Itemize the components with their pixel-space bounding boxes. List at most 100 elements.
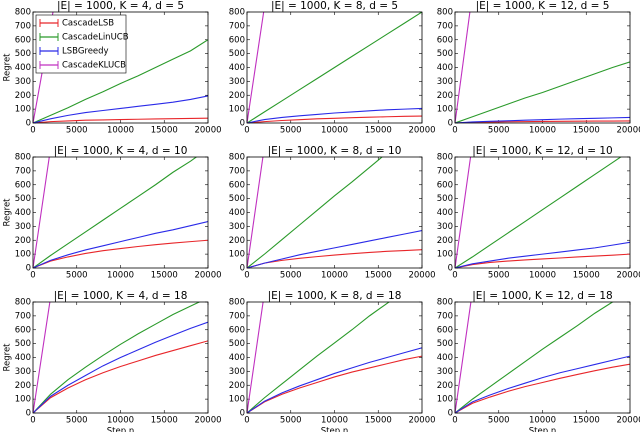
y-tick-label: 500 — [15, 49, 31, 59]
x-tick-label: 20000 — [408, 416, 435, 426]
y-tick-label: 300 — [15, 77, 31, 87]
legend: CascadeLSB CascadeLinUCB LSBGreedy CascadeK… — [35, 14, 129, 74]
y-tick-label: 0 — [26, 119, 31, 129]
y-tick-label: 400 — [15, 208, 31, 218]
y-tick-label: 300 — [437, 367, 453, 377]
x-tick-label: 15000 — [365, 126, 392, 136]
subplot: |E| = 1000, K = 12, d = 18 0 100 200 300 400 5… — [437, 290, 640, 432]
series-line — [455, 157, 472, 268]
y-tick-label: 0 — [240, 409, 245, 419]
y-tick-label: 700 — [229, 21, 245, 31]
plot-area — [33, 157, 208, 268]
series-line — [455, 363, 630, 413]
plot-area — [247, 157, 422, 268]
x-tick-label: 5000 — [488, 126, 510, 136]
y-tick-label: 700 — [437, 21, 453, 31]
plot-area — [455, 12, 630, 123]
y-tick-label: 800 — [437, 8, 453, 18]
y-tick-label: 800 — [15, 8, 31, 18]
subplot: |E| = 1000, K = 8, d = 5 0 100 200 300 400 500… — [229, 0, 436, 136]
y-axis-label: Regret — [3, 53, 13, 82]
plot-area — [455, 302, 630, 413]
y-tick-label: 400 — [229, 208, 245, 218]
series-line — [247, 115, 422, 123]
series-line — [455, 302, 472, 413]
axes-frame — [454, 11, 631, 124]
series-line — [455, 241, 630, 268]
x-tick-label: 5000 — [488, 416, 510, 426]
y-tick-label: 800 — [437, 153, 453, 163]
y-tick-label: 0 — [448, 409, 453, 419]
series-line — [247, 302, 390, 413]
y-tick-label: 700 — [229, 166, 245, 176]
series-line — [247, 302, 264, 413]
y-tick-label: 300 — [15, 367, 31, 377]
x-tick-label: 20000 — [408, 271, 435, 281]
y-tick-label: 600 — [229, 35, 245, 45]
x-tick-label: 0 — [30, 126, 35, 136]
x-tick-label: 10000 — [321, 271, 348, 281]
subplot-title: |E| = 1000, K = 4, d = 10 — [54, 145, 188, 157]
series-line — [455, 116, 630, 123]
y-tick-label: 200 — [15, 91, 31, 101]
x-tick-label: 10000 — [107, 416, 134, 426]
y-tick-label: 400 — [229, 353, 245, 363]
y-tick-label: 700 — [15, 311, 31, 321]
x-axis-label: Step n — [321, 427, 348, 432]
y-tick-label: 500 — [437, 194, 453, 204]
axes-frame — [246, 11, 423, 124]
subplot: |E| = 1000, K = 4, d = 10 0 100 200 300 400 50… — [3, 145, 222, 281]
y-tick-label: 300 — [229, 222, 245, 232]
axes-frame — [32, 156, 209, 269]
y-tick-label: 0 — [448, 119, 453, 129]
y-tick-label: 100 — [437, 250, 453, 260]
x-tick-label: 20000 — [408, 126, 435, 136]
y-tick-label: 500 — [437, 49, 453, 59]
x-tick-label: 20000 — [194, 126, 221, 136]
subplot-title: |E| = 1000, K = 12, d = 18 — [472, 290, 612, 302]
y-tick-label: 600 — [15, 325, 31, 335]
y-tick-label: 600 — [437, 180, 453, 190]
series-line — [247, 157, 383, 268]
x-tick-label: 0 — [30, 416, 35, 426]
subplot: |E| = 1000, K = 8, d = 10 0 100 200 300 400 50… — [229, 145, 436, 281]
y-tick-label: 100 — [229, 105, 245, 115]
y-tick-label: 600 — [229, 180, 245, 190]
x-tick-label: 10000 — [107, 271, 134, 281]
axes-frame — [246, 301, 423, 414]
y-axis-label: Regret — [3, 198, 13, 227]
y-tick-label: 300 — [229, 77, 245, 87]
y-tick-label: 500 — [15, 339, 31, 349]
x-tick-label: 15000 — [365, 271, 392, 281]
axes-frame — [32, 11, 209, 124]
y-tick-label: 400 — [15, 353, 31, 363]
subplot: |E| = 1000, K = 4, d = 5 0 100 200 300 400 500… — [3, 0, 222, 136]
series-line — [455, 61, 630, 123]
series-line — [247, 355, 422, 413]
y-tick-label: 200 — [229, 236, 245, 246]
subplot-title: |E| = 1000, K = 8, d = 18 — [268, 290, 402, 302]
x-tick-label: 20000 — [194, 271, 221, 281]
y-tick-label: 600 — [15, 35, 31, 45]
series-line — [455, 12, 471, 123]
x-tick-label: 0 — [452, 126, 457, 136]
subplot-title: |E| = 1000, K = 8, d = 5 — [271, 0, 398, 12]
x-tick-label: 5000 — [66, 271, 88, 281]
y-tick-label: 700 — [437, 166, 453, 176]
y-tick-label: 500 — [229, 339, 245, 349]
series-line — [247, 249, 422, 268]
y-tick-label: 300 — [437, 222, 453, 232]
subplot-title: |E| = 1000, K = 4, d = 18 — [54, 290, 188, 302]
y-tick-label: 200 — [229, 381, 245, 391]
y-tick-label: 0 — [240, 119, 245, 129]
axes-frame — [246, 156, 423, 269]
axes-frame — [454, 301, 631, 414]
y-tick-label: 0 — [448, 264, 453, 274]
plot-area — [33, 12, 208, 123]
plot-area — [247, 12, 422, 123]
y-tick-label: 0 — [26, 409, 31, 419]
y-tick-label: 300 — [437, 77, 453, 87]
y-tick-label: 700 — [229, 311, 245, 321]
y-tick-label: 500 — [15, 194, 31, 204]
